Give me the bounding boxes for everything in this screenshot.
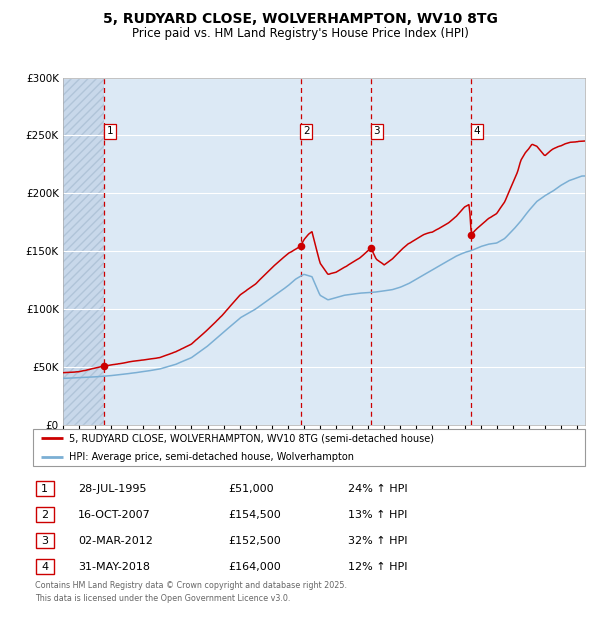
Text: £152,500: £152,500 bbox=[228, 536, 281, 546]
FancyBboxPatch shape bbox=[36, 533, 53, 548]
Text: 4: 4 bbox=[473, 126, 481, 136]
Text: 16-OCT-2007: 16-OCT-2007 bbox=[78, 510, 151, 520]
Text: 2: 2 bbox=[303, 126, 310, 136]
Text: £51,000: £51,000 bbox=[228, 484, 274, 494]
Text: 2: 2 bbox=[41, 510, 48, 520]
Text: 24% ↑ HPI: 24% ↑ HPI bbox=[348, 484, 407, 494]
Text: Contains HM Land Registry data © Crown copyright and database right 2025.: Contains HM Land Registry data © Crown c… bbox=[35, 581, 347, 590]
Text: 32% ↑ HPI: 32% ↑ HPI bbox=[348, 536, 407, 546]
Text: 1: 1 bbox=[107, 126, 113, 136]
Text: 28-JUL-1995: 28-JUL-1995 bbox=[78, 484, 146, 494]
Text: This data is licensed under the Open Government Licence v3.0.: This data is licensed under the Open Gov… bbox=[35, 593, 290, 603]
Text: 4: 4 bbox=[41, 562, 48, 572]
FancyBboxPatch shape bbox=[36, 559, 53, 574]
Text: 3: 3 bbox=[373, 126, 380, 136]
Text: 31-MAY-2018: 31-MAY-2018 bbox=[78, 562, 150, 572]
Text: £164,000: £164,000 bbox=[228, 562, 281, 572]
Text: 1: 1 bbox=[41, 484, 48, 494]
Text: 5, RUDYARD CLOSE, WOLVERHAMPTON, WV10 8TG: 5, RUDYARD CLOSE, WOLVERHAMPTON, WV10 8T… bbox=[103, 12, 497, 27]
Text: 12% ↑ HPI: 12% ↑ HPI bbox=[348, 562, 407, 572]
Text: Price paid vs. HM Land Registry's House Price Index (HPI): Price paid vs. HM Land Registry's House … bbox=[131, 27, 469, 40]
Text: 02-MAR-2012: 02-MAR-2012 bbox=[78, 536, 153, 546]
FancyBboxPatch shape bbox=[33, 429, 585, 466]
Text: HPI: Average price, semi-detached house, Wolverhampton: HPI: Average price, semi-detached house,… bbox=[69, 453, 354, 463]
Text: 3: 3 bbox=[41, 536, 48, 546]
FancyBboxPatch shape bbox=[36, 507, 53, 522]
FancyBboxPatch shape bbox=[36, 481, 53, 496]
Text: £154,500: £154,500 bbox=[228, 510, 281, 520]
Text: 5, RUDYARD CLOSE, WOLVERHAMPTON, WV10 8TG (semi-detached house): 5, RUDYARD CLOSE, WOLVERHAMPTON, WV10 8T… bbox=[69, 434, 434, 444]
Bar bbox=[63, 78, 104, 425]
Text: 13% ↑ HPI: 13% ↑ HPI bbox=[348, 510, 407, 520]
